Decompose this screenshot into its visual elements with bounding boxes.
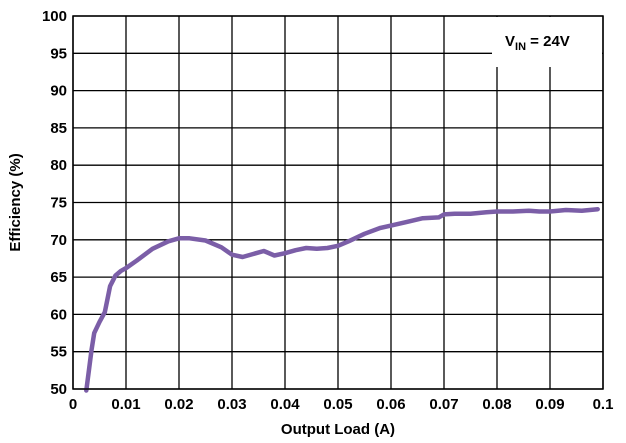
y-tick-label: 65 [50,269,67,286]
x-tick-label: 0 [69,396,77,413]
vin-annotation-value: = 24V [526,33,570,50]
x-tick-label: 0.04 [270,396,300,413]
x-tick-label: 0.06 [376,396,405,413]
plot-frame [72,15,604,390]
x-tick-label: 0.08 [482,396,511,413]
vin-annotation-subscript: IN [515,41,526,53]
y-tick-label: 90 [50,83,67,100]
y-tick-label: 55 [50,344,67,361]
x-tick-label: 0.01 [111,396,140,413]
y-axis-label: Efficiency (%) [7,153,24,251]
grid [72,15,604,390]
y-tick-labels: 50 55 60 65 70 75 80 85 90 95 100 [42,8,67,398]
x-tick-label: 0.1 [593,396,614,413]
x-tick-label: 0.07 [429,396,458,413]
vin-annotation: VIN = 24V [505,33,570,53]
x-tick-label: 0.09 [535,396,564,413]
series-layer [84,206,600,393]
annotation-box [492,17,602,67]
y-tick-label: 95 [50,45,67,62]
x-axis-label: Output Load (A) [281,421,395,438]
y-tick-label: 70 [50,232,67,249]
x-tick-label: 0.05 [323,396,352,413]
y-tick-label: 100 [42,8,67,25]
y-tick-label: 75 [50,195,67,212]
y-tick-label: 50 [50,381,67,398]
y-tick-label: 85 [50,120,67,137]
x-tick-label: 0.03 [217,396,246,413]
x-tick-label: 0.02 [164,396,193,413]
x-tick-labels: 0 0.01 0.02 0.03 0.04 0.05 0.06 0.07 0.08 0.09 0.1 [69,396,614,413]
vin-annotation-main: V [505,33,515,50]
efficiency-series-line [84,206,600,393]
y-tick-label: 60 [50,306,67,323]
y-tick-label: 80 [50,157,67,174]
